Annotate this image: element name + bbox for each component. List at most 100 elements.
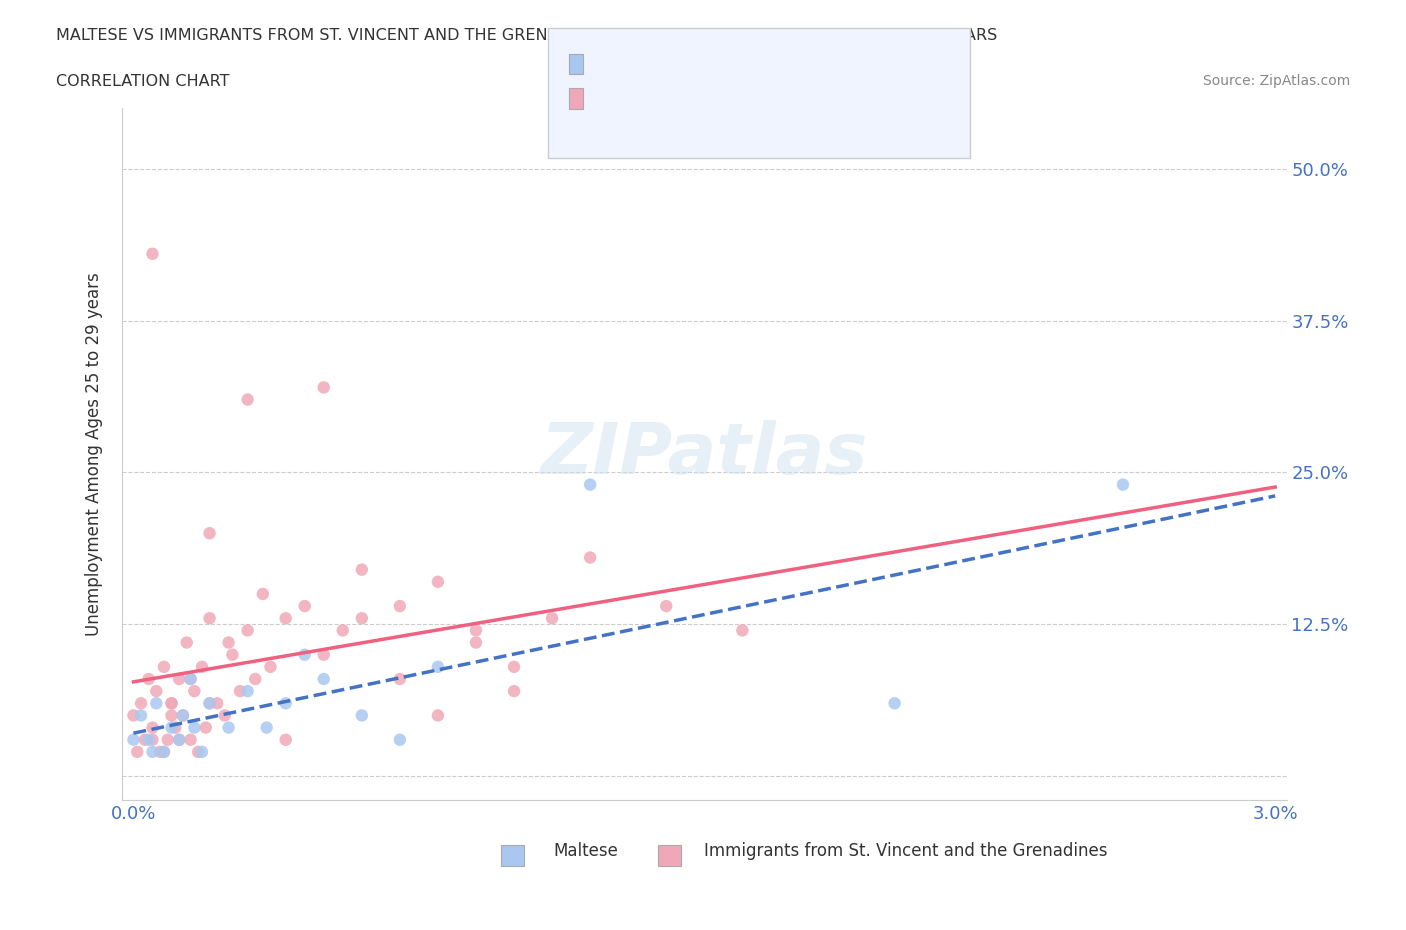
Point <box>883 696 905 711</box>
Text: CORRELATION CHART: CORRELATION CHART <box>56 74 229 89</box>
Point <box>350 708 373 723</box>
Point <box>167 732 190 747</box>
Point <box>176 635 198 650</box>
Point <box>541 611 564 626</box>
Point <box>160 708 183 723</box>
Point <box>141 732 163 747</box>
Point <box>198 696 221 711</box>
Point <box>198 696 221 711</box>
Point <box>191 744 214 759</box>
Point <box>153 744 176 759</box>
Point <box>388 599 411 614</box>
Point <box>141 744 163 759</box>
Point <box>503 659 526 674</box>
Point <box>259 659 281 674</box>
Point <box>350 611 373 626</box>
Point <box>122 732 145 747</box>
Point <box>236 684 259 698</box>
Point <box>180 671 202 686</box>
Point <box>138 732 160 747</box>
Text: N =: N = <box>696 54 735 73</box>
Text: N =: N = <box>696 88 735 107</box>
Point <box>191 659 214 674</box>
Point <box>503 684 526 698</box>
Point <box>312 671 335 686</box>
Point <box>194 720 217 735</box>
Point <box>183 684 205 698</box>
Point <box>218 720 240 735</box>
Point <box>183 720 205 735</box>
Point <box>274 611 297 626</box>
Text: 25: 25 <box>728 54 754 73</box>
Point <box>180 732 202 747</box>
Point <box>312 380 335 395</box>
Text: 60: 60 <box>728 88 754 107</box>
Point <box>149 744 172 759</box>
Point <box>198 611 221 626</box>
Point <box>172 708 194 723</box>
Point <box>187 744 209 759</box>
Point <box>218 635 240 650</box>
Point <box>160 720 183 735</box>
Point <box>245 671 267 686</box>
Point <box>145 684 167 698</box>
Point <box>579 550 602 565</box>
Point <box>274 732 297 747</box>
Point <box>426 575 449 590</box>
Point <box>221 647 243 662</box>
Text: MALTESE VS IMMIGRANTS FROM ST. VINCENT AND THE GRENADINES UNEMPLOYMENT AMONG AGE: MALTESE VS IMMIGRANTS FROM ST. VINCENT A… <box>56 28 997 43</box>
Point <box>731 623 754 638</box>
Text: 0.284: 0.284 <box>621 88 679 107</box>
Point <box>198 525 221 540</box>
Point <box>165 720 187 735</box>
Point <box>214 708 236 723</box>
Point <box>579 477 602 492</box>
Point <box>655 599 678 614</box>
Point <box>256 720 278 735</box>
Point <box>160 696 183 711</box>
Text: Maltese: Maltese <box>553 842 617 860</box>
Point <box>388 671 411 686</box>
Point <box>153 659 176 674</box>
Point <box>156 732 179 747</box>
Point <box>350 563 373 578</box>
Point <box>465 623 488 638</box>
Point <box>134 732 156 747</box>
Point <box>127 744 149 759</box>
Point <box>252 587 274 602</box>
Point <box>236 392 259 407</box>
Point <box>236 623 259 638</box>
Text: Immigrants from St. Vincent and the Grenadines: Immigrants from St. Vincent and the Gren… <box>704 842 1108 860</box>
Point <box>172 708 194 723</box>
Point <box>312 647 335 662</box>
Text: R =: R = <box>588 88 627 107</box>
Point <box>1112 477 1135 492</box>
Point <box>274 696 297 711</box>
Point <box>167 671 190 686</box>
Point <box>145 696 167 711</box>
Point <box>205 696 228 711</box>
Point <box>229 684 252 698</box>
Point <box>141 246 163 261</box>
Point <box>388 732 411 747</box>
Point <box>129 708 152 723</box>
Point <box>122 708 145 723</box>
Point <box>153 744 176 759</box>
Point <box>160 696 183 711</box>
FancyBboxPatch shape <box>658 845 681 866</box>
FancyBboxPatch shape <box>501 845 524 866</box>
Point <box>294 599 316 614</box>
Point <box>167 732 190 747</box>
Point <box>129 696 152 711</box>
Text: ZIPatlas: ZIPatlas <box>541 419 868 489</box>
Text: 0.204: 0.204 <box>621 54 678 73</box>
Point <box>138 671 160 686</box>
Point <box>426 659 449 674</box>
Point <box>141 720 163 735</box>
Point <box>426 708 449 723</box>
Text: R =: R = <box>588 54 627 73</box>
Point <box>465 635 488 650</box>
Point <box>332 623 354 638</box>
Point <box>180 671 202 686</box>
Text: Source: ZipAtlas.com: Source: ZipAtlas.com <box>1202 74 1350 88</box>
